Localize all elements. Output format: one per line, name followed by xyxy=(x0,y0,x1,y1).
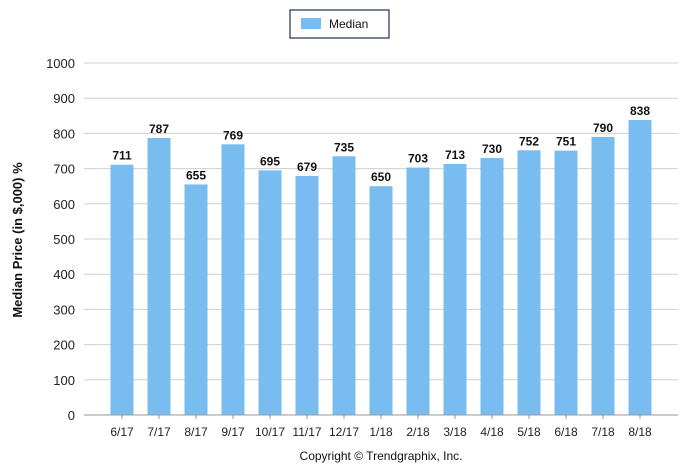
data-label: 787 xyxy=(149,122,169,136)
y-tick-label: 300 xyxy=(53,302,75,317)
x-tick-label: 3/18 xyxy=(443,425,467,439)
y-tick-label: 100 xyxy=(53,373,75,388)
data-label: 655 xyxy=(186,168,206,182)
x-tick-label: 6/17 xyxy=(110,425,134,439)
x-tick-label: 12/17 xyxy=(329,425,359,439)
x-tick-label: 9/17 xyxy=(221,425,245,439)
x-tick-label: 6/18 xyxy=(554,425,578,439)
y-tick-label: 500 xyxy=(53,232,75,247)
legend-label-median: Median xyxy=(329,17,368,31)
bar xyxy=(221,144,245,415)
data-label: 838 xyxy=(630,104,650,118)
x-tick-label: 7/18 xyxy=(591,425,615,439)
data-label: 679 xyxy=(297,160,317,174)
y-tick-label: 600 xyxy=(53,197,75,212)
data-label: 695 xyxy=(260,154,280,168)
bar xyxy=(295,175,319,415)
data-label: 735 xyxy=(334,140,354,154)
copyright-notice: Copyright © Trendgraphix, Inc. xyxy=(300,449,463,463)
x-axis-ticks: 6/17 7/17 8/17 9/17 10/17 11/17 12/17 1/18 2/18 3… xyxy=(110,415,652,439)
legend-swatch-median xyxy=(301,18,321,29)
bar xyxy=(184,184,208,415)
bar xyxy=(554,150,578,415)
x-tick-label: 7/17 xyxy=(147,425,171,439)
data-label: 769 xyxy=(223,128,243,142)
data-label: 703 xyxy=(408,152,428,166)
gridlines xyxy=(84,62,678,381)
y-tick-label: 1000 xyxy=(46,56,75,71)
data-label: 790 xyxy=(593,121,613,135)
y-tick-label: 400 xyxy=(53,267,75,282)
data-label: 730 xyxy=(482,142,502,156)
data-labels: 711 787 655 769 695 679 735 650 703 713 730 752 751 7… xyxy=(112,104,650,184)
data-label: 711 xyxy=(112,149,132,163)
bar xyxy=(591,136,615,416)
x-tick-label: 10/17 xyxy=(255,425,285,439)
y-axis-ticks: 0 100 200 300 400 500 600 700 800 900 1000 xyxy=(46,56,75,423)
bar xyxy=(517,150,541,415)
bar xyxy=(332,156,356,415)
legend: Median xyxy=(289,9,390,39)
x-tick-label: 8/18 xyxy=(628,425,652,439)
y-tick-label: 700 xyxy=(53,162,75,177)
data-label: 752 xyxy=(519,134,539,148)
data-label: 713 xyxy=(445,148,465,162)
y-tick-label: 200 xyxy=(53,338,75,353)
data-label: 751 xyxy=(556,135,576,149)
bar xyxy=(628,120,652,416)
y-tick-label: 900 xyxy=(53,91,75,106)
bar xyxy=(147,137,171,415)
x-tick-label: 11/17 xyxy=(292,425,321,439)
data-label: 650 xyxy=(371,170,391,184)
x-tick-label: 4/18 xyxy=(480,425,504,439)
y-tick-label: 0 xyxy=(68,408,75,423)
bar xyxy=(480,158,504,416)
x-tick-label: 5/18 xyxy=(517,425,541,439)
bar xyxy=(406,167,430,415)
bar xyxy=(110,164,134,415)
y-tick-label: 800 xyxy=(53,126,75,141)
bar xyxy=(258,170,282,415)
x-tick-label: 2/18 xyxy=(406,425,430,439)
x-tick-label: 1/18 xyxy=(369,425,393,439)
y-axis-title: Median Price (in $,000) % xyxy=(10,162,25,318)
x-tick-label: 8/17 xyxy=(184,425,208,439)
bar xyxy=(443,164,467,415)
bars xyxy=(110,120,652,416)
bar xyxy=(369,186,393,415)
